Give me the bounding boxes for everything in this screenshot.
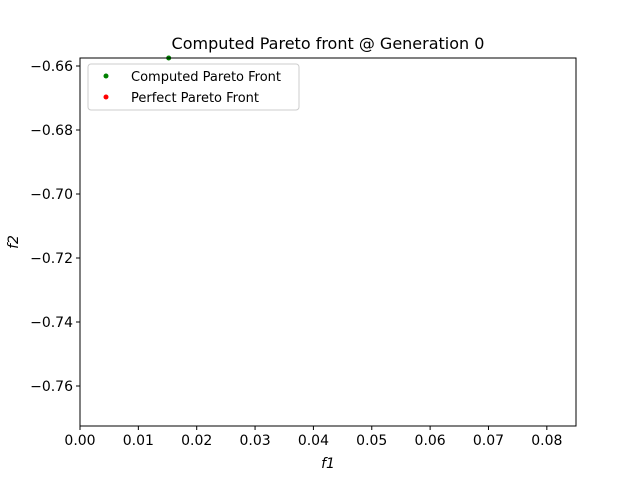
chart-title: Computed Pareto front @ Generation 0 bbox=[172, 34, 485, 53]
legend: Computed Pareto Front Perfect Pareto Fro… bbox=[87, 63, 300, 111]
x-tick-label: 0.00 bbox=[64, 433, 95, 449]
legend-marker-computed bbox=[103, 73, 109, 79]
x-tick-label: 0.02 bbox=[181, 433, 212, 449]
legend-marker-perfect bbox=[103, 94, 109, 100]
x-tick-label: 0.04 bbox=[298, 433, 329, 449]
x-tick-label: 0.07 bbox=[473, 433, 504, 449]
y-tick-label: −0.70 bbox=[30, 187, 73, 203]
x-tick-label: 0.06 bbox=[415, 433, 446, 449]
x-tick-label: 0.01 bbox=[123, 433, 154, 449]
x-axis-label: f1 bbox=[321, 456, 335, 472]
y-tick-label: −0.68 bbox=[30, 123, 73, 139]
legend-box bbox=[87, 63, 300, 111]
y-tick-label: −0.76 bbox=[30, 379, 73, 395]
y-axis-label: f2 bbox=[6, 235, 22, 249]
y-tick-label: −0.72 bbox=[30, 251, 73, 267]
y-tick-label: −0.74 bbox=[30, 315, 73, 331]
legend-label-perfect: Perfect Pareto Front bbox=[131, 91, 259, 106]
x-tick-label: 0.08 bbox=[531, 433, 562, 449]
y-tick-label: −0.66 bbox=[30, 59, 73, 75]
x-axis-ticks: 0.00 0.01 0.02 0.03 0.04 0.05 0.06 0.07 0.08 bbox=[64, 426, 562, 449]
legend-label-computed: Computed Pareto Front bbox=[131, 70, 281, 85]
y-axis-ticks: −0.66 −0.68 −0.70 −0.72 −0.74 −0.76 bbox=[30, 59, 80, 395]
x-tick-label: 0.05 bbox=[356, 433, 387, 449]
plot-frame bbox=[79, 57, 577, 427]
x-tick-label: 0.03 bbox=[239, 433, 270, 449]
